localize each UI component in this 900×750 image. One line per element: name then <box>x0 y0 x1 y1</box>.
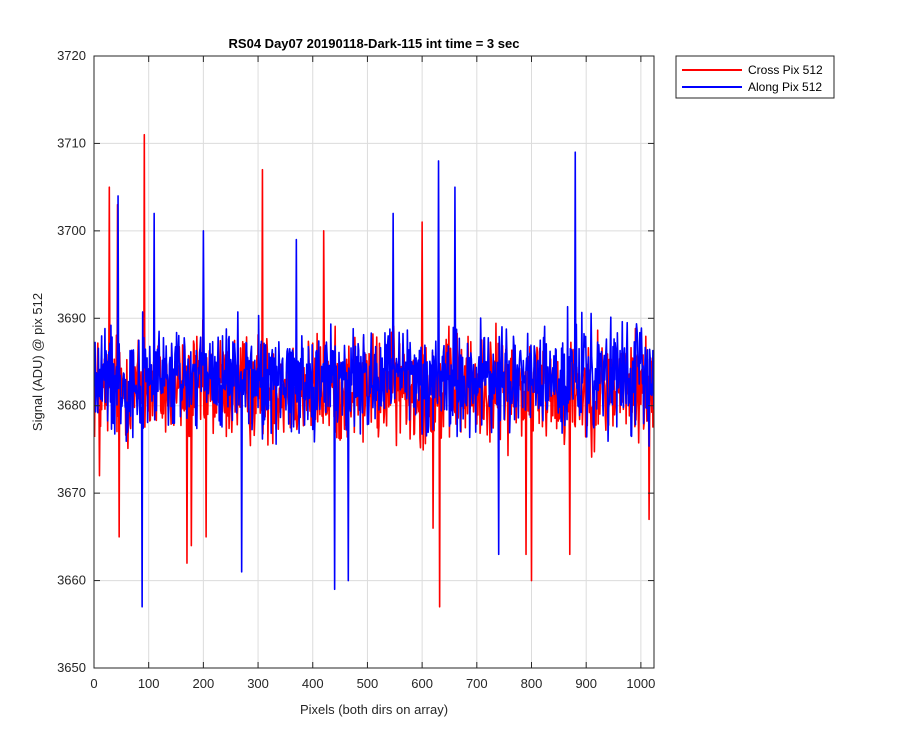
series-line-along <box>94 151 654 608</box>
legend-label-along: Along Pix 512 <box>748 80 822 94</box>
x-tick-label: 900 <box>575 676 597 691</box>
x-tick-label: 1000 <box>626 676 655 691</box>
x-tick-label: 200 <box>193 676 215 691</box>
y-tick-label: 3690 <box>57 310 86 325</box>
legend-box <box>675 55 835 99</box>
y-axis-label: Signal (ADU) @ pix 512 <box>30 293 45 431</box>
x-tick-label: 100 <box>138 676 160 691</box>
legend-label-cross: Cross Pix 512 <box>748 63 823 77</box>
y-tick-label: 3720 <box>57 48 86 63</box>
y-tick-label: 3650 <box>57 660 86 675</box>
y-tick-label: 3680 <box>57 398 86 413</box>
x-tick-label: 400 <box>302 676 324 691</box>
y-tick-label: 3660 <box>57 573 86 588</box>
y-tick-label: 3670 <box>57 485 86 500</box>
x-tick-label: 300 <box>247 676 269 691</box>
legend: Cross Pix 512 Along Pix 512 <box>675 55 835 99</box>
x-tick-label: 0 <box>90 676 97 691</box>
y-tick-label: 3700 <box>57 223 86 238</box>
x-axis-label: Pixels (both dirs on array) <box>300 702 448 717</box>
series-layer <box>94 133 654 608</box>
x-tick-label: 600 <box>411 676 433 691</box>
x-axis-ticks: 0 100 200 300 400 500 600 700 800 900 1000 <box>90 56 655 691</box>
y-axis-ticks: 3650 3660 3670 3680 3690 3700 3710 3720 <box>57 48 654 675</box>
x-tick-label: 500 <box>357 676 379 691</box>
y-tick-label: 3710 <box>57 135 86 150</box>
x-tick-label: 800 <box>521 676 543 691</box>
x-tick-label: 700 <box>466 676 488 691</box>
plot-frame <box>93 55 655 669</box>
chart-title: RS04 Day07 20190118-Dark-115 int time = … <box>229 36 520 51</box>
